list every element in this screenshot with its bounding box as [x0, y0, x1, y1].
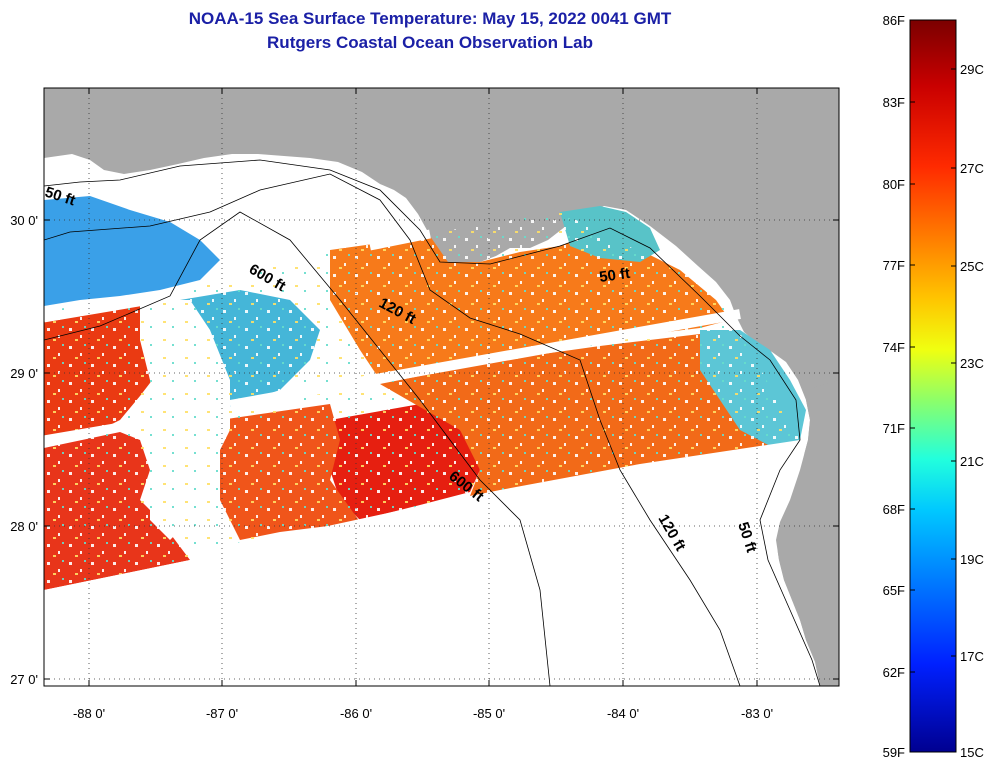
map-frame [43, 87, 840, 687]
contour-120ft [44, 173, 741, 686]
colorbar-c-label: 23C [960, 356, 984, 371]
colorbar-f-label: 65F [883, 583, 905, 598]
x-tick-label: -86 0' [340, 706, 372, 721]
land-east-coast [776, 88, 839, 686]
contour-600ft [44, 211, 551, 686]
colorbar-f-label: 77F [883, 258, 905, 273]
scan-gap-4 [229, 309, 741, 410]
contour-50ft [44, 159, 821, 686]
colorbar-f-label: 71F [883, 421, 905, 436]
x-tick-label: -85 0' [473, 706, 505, 721]
y-tick-label: 29 0' [10, 366, 38, 381]
land-mass [44, 88, 839, 686]
x-tick-label: -83 0' [741, 706, 773, 721]
colorbar-f-label: 80F [883, 177, 905, 192]
colorbar-scale [909, 19, 957, 753]
x-tick-label: -84 0' [607, 706, 639, 721]
colorbar-c-label: 19C [960, 552, 984, 567]
scan-gap-2 [369, 229, 431, 251]
swath-south-boundary [44, 440, 820, 686]
map-ticks [44, 88, 839, 686]
x-tick-label: -87 0' [206, 706, 238, 721]
colorbar-f-label: 68F [883, 502, 905, 517]
colorbar-f-label: 62F [883, 665, 905, 680]
colorbar-c-label: 17C [960, 649, 984, 664]
sst-northwest-cool [44, 196, 220, 306]
colorbar-c-label: 15C [960, 745, 984, 760]
colorbar-c-label: 27C [960, 161, 984, 176]
y-tick-label: 30 0' [10, 213, 38, 228]
map-title: NOAA-15 Sea Surface Temperature: May 15,… [188, 9, 672, 28]
scan-gap-3 [44, 417, 151, 445]
map-subtitle: Rutgers Coastal Ocean Observation Lab [267, 33, 593, 52]
colorbar-f-label: 59F [883, 745, 905, 760]
sst-speckle-overlay [44, 212, 800, 590]
y-tick-label: 27 0' [10, 672, 38, 687]
colorbar-f-ticks [910, 68, 956, 673]
depth-label-50ft-east: 50 ft [598, 265, 631, 286]
y-tick-label: 28 0' [10, 519, 38, 534]
colorbar-f-label: 86F [883, 13, 905, 28]
x-tick-label: -88 0' [73, 706, 105, 721]
colorbar-c-label: 21C [960, 454, 984, 469]
colorbar-f-label: 74F [883, 340, 905, 355]
colorbar-c-label: 25C [960, 259, 984, 274]
colorbar-c-label: 29C [960, 62, 984, 77]
scan-gap-1 [44, 290, 181, 323]
colorbar-f-label: 83F [883, 95, 905, 110]
